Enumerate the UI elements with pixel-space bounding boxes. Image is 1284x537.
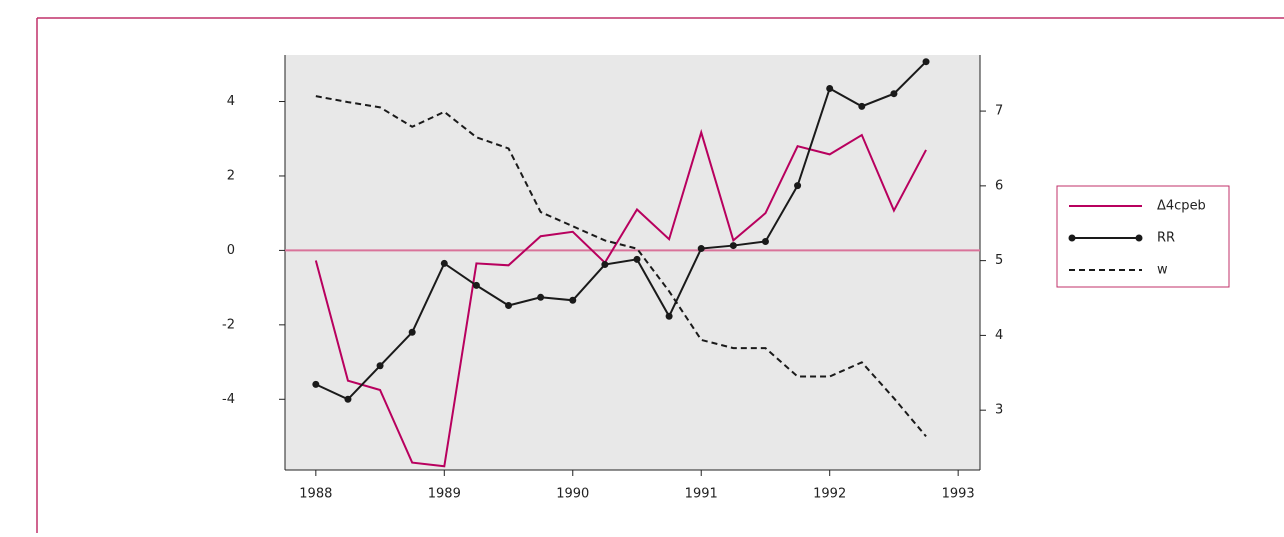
y2-tick-label: 7 [995, 104, 1003, 119]
y-tick-label: -4 [222, 392, 235, 407]
point [440, 259, 448, 267]
point [537, 293, 545, 301]
legend-box [1056, 185, 1230, 288]
point [826, 84, 834, 92]
point [794, 182, 802, 190]
point [344, 395, 352, 403]
series-line [315, 95, 927, 437]
point [761, 237, 769, 245]
point [569, 296, 577, 304]
point [633, 255, 641, 263]
legend-label: w [1157, 263, 1168, 278]
legend-label: RR [1157, 231, 1175, 246]
legend-marker [1135, 234, 1143, 242]
x-tick-label: 1988 [299, 487, 332, 502]
point [408, 328, 416, 336]
point [601, 261, 609, 269]
plot-background [285, 55, 980, 470]
y-tick-label: -2 [222, 317, 235, 332]
x-tick-label: 1991 [685, 487, 718, 502]
point [312, 380, 320, 388]
series-line [314, 128, 927, 468]
y2-tick-label: 6 [995, 178, 1003, 193]
point [376, 362, 384, 370]
point [922, 58, 930, 66]
x-tick-label: 1993 [942, 487, 975, 502]
legend-marker [1068, 234, 1076, 242]
point [505, 301, 513, 309]
point [858, 102, 866, 110]
point [729, 242, 737, 250]
y2-tick-label: 5 [995, 253, 1003, 268]
x-tick-label: 1989 [428, 487, 461, 502]
x-tick-label: 1990 [556, 487, 589, 502]
y2-tick-label: 4 [995, 328, 1003, 343]
point [665, 312, 673, 320]
legend-label: Δ4cpeb [1157, 199, 1206, 214]
y-tick-label: 2 [227, 168, 235, 183]
x-tick-label: 1992 [813, 487, 846, 502]
y-tick-label: 4 [227, 94, 235, 109]
y2-tick-label: 3 [995, 403, 1003, 418]
series-line [315, 60, 927, 401]
point [472, 281, 480, 289]
y-tick-label: 0 [227, 243, 235, 258]
point [890, 90, 898, 98]
point [697, 245, 705, 253]
